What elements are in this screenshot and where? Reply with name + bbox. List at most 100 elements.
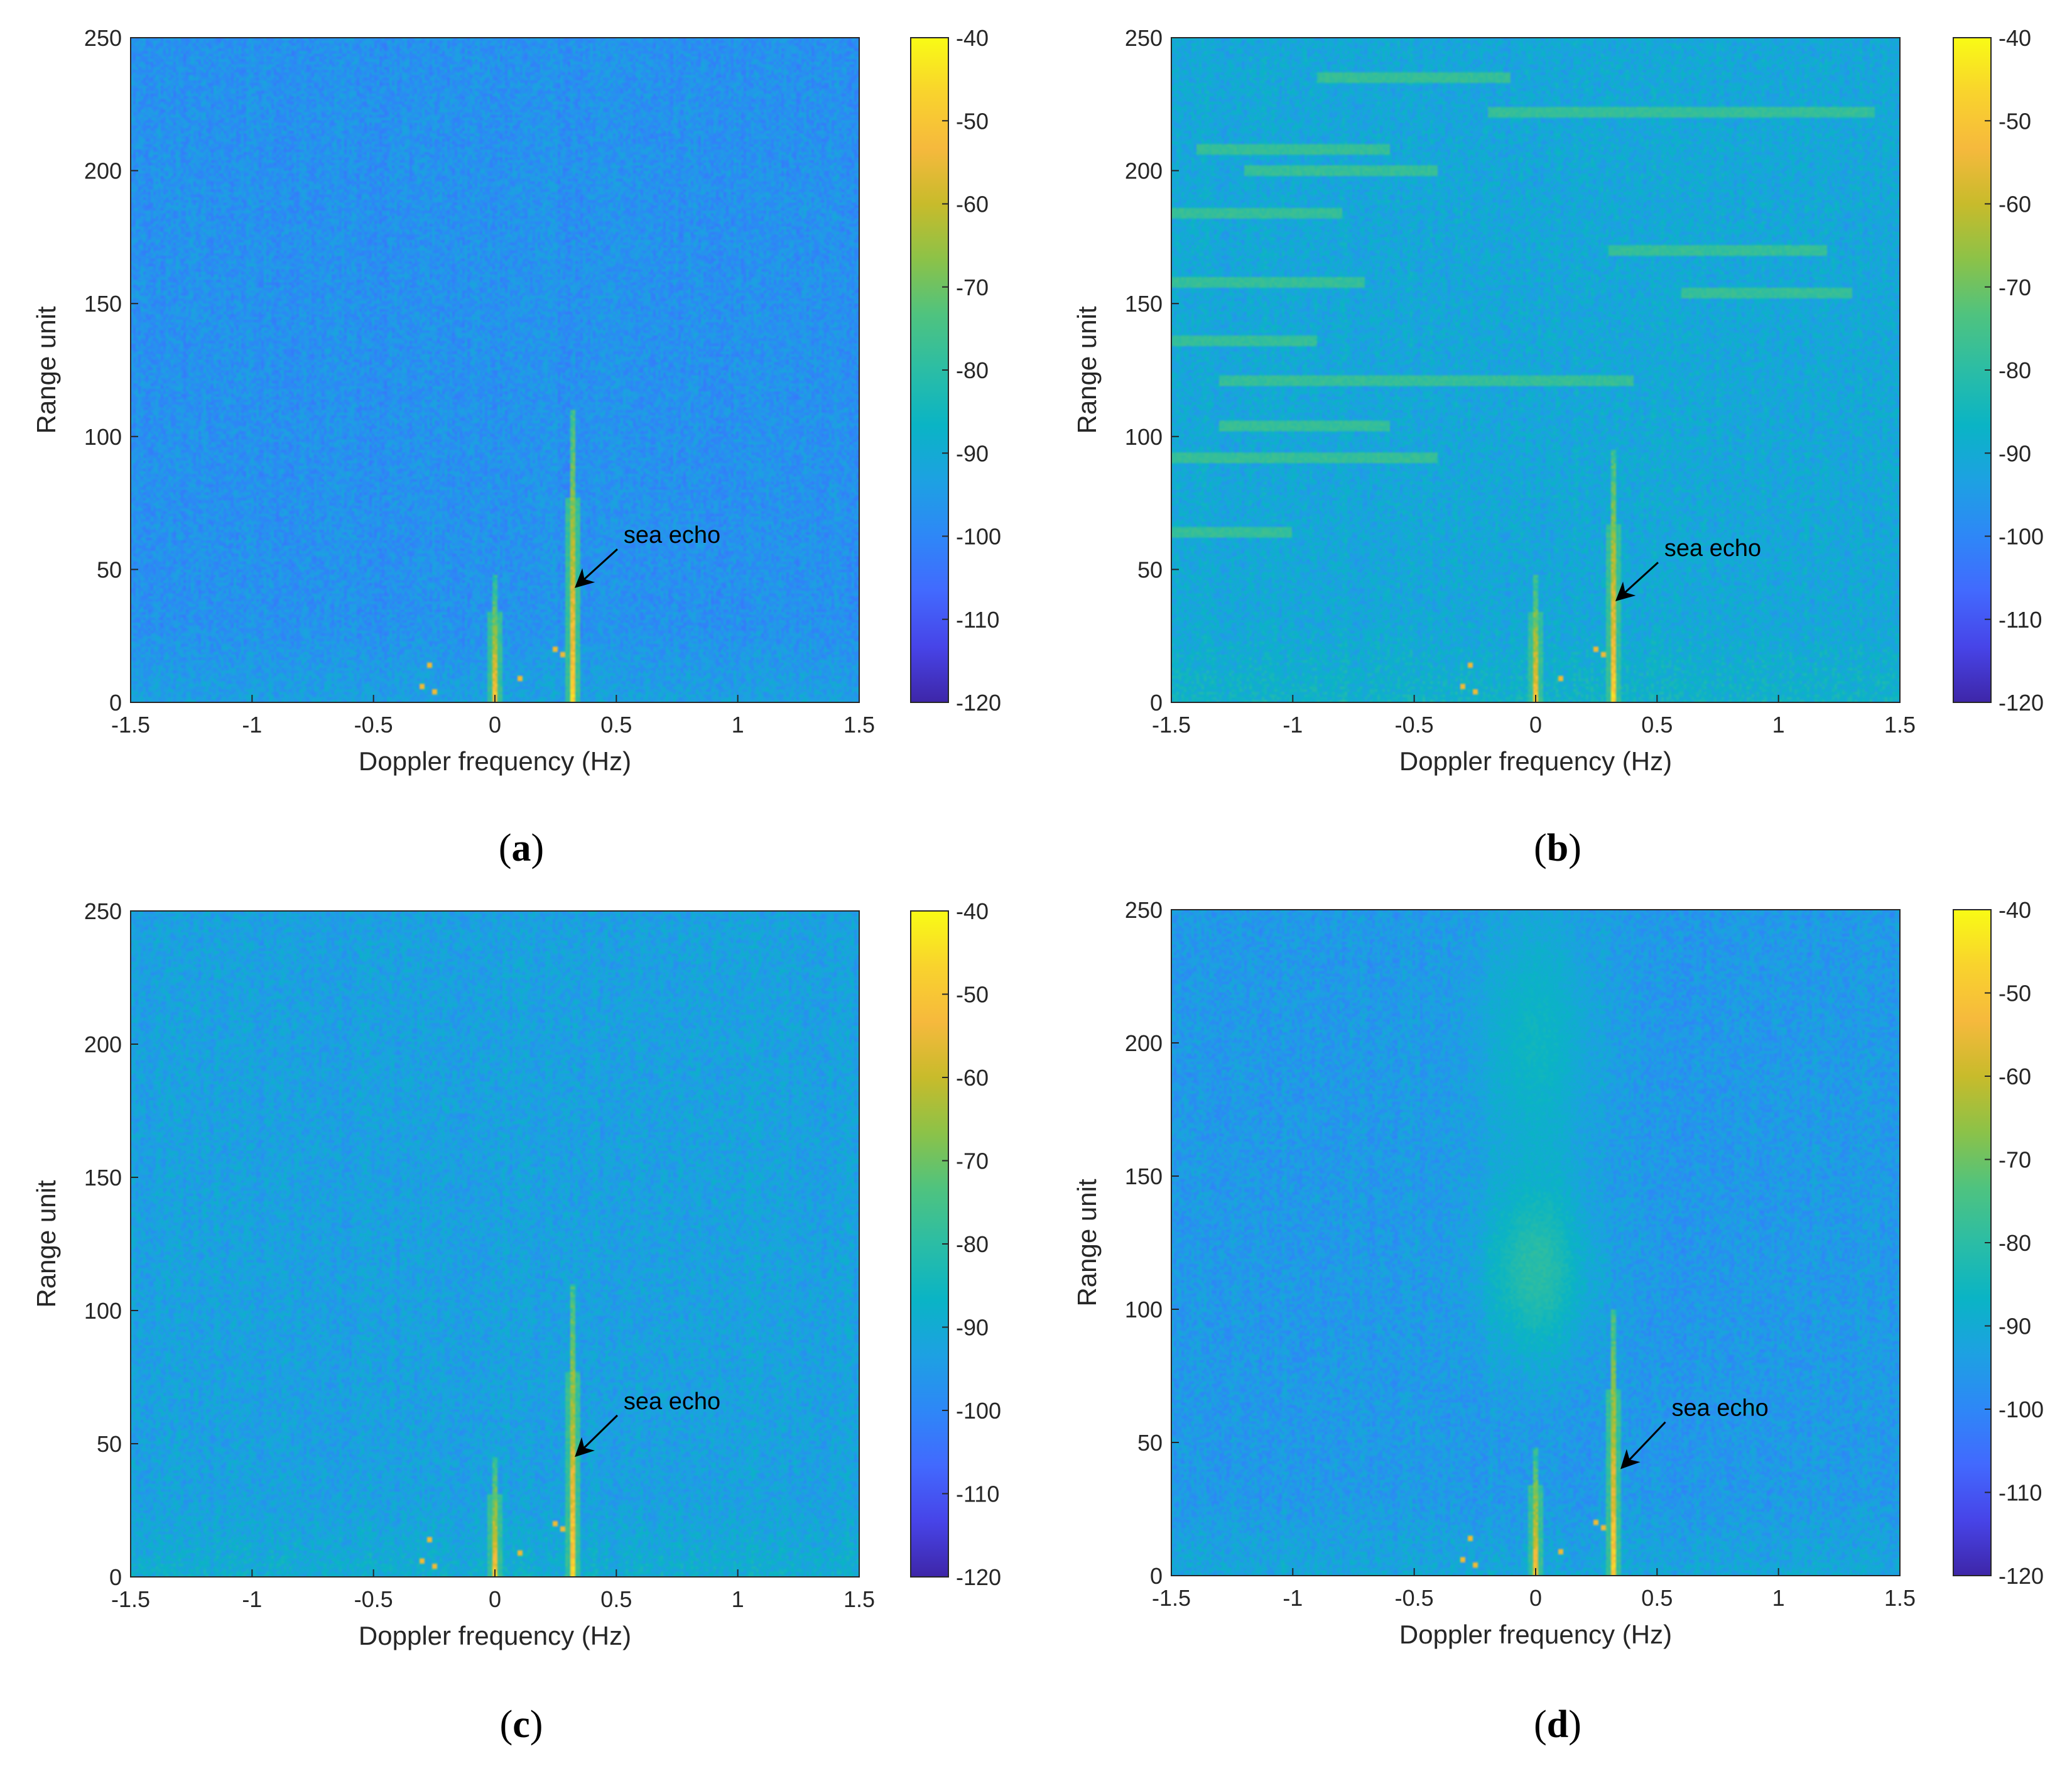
x-tick-label: -0.5 — [1395, 1585, 1434, 1611]
colorbar-tick-label: -80 — [956, 357, 989, 383]
y-axis-title: Range unit — [31, 306, 61, 433]
x-tick-label: 1.5 — [1884, 1585, 1916, 1611]
y-tick-label: 200 — [84, 158, 122, 184]
chart-panel-b: -1.5 -1 -0.5 0 0.5 1 1.5 0 50 100 150 200 250 Doppler… — [1072, 25, 2044, 869]
x-tick-label: -1.5 — [111, 712, 150, 738]
x-axis-title: Doppler frequency (Hz) — [1399, 746, 1672, 776]
colorbar-tick-label: -40 — [1999, 25, 2031, 51]
chart-panel-a: -1.5 -1 -0.5 0 0.5 1 1.5 0 50 100 150 200 250 Doppler… — [31, 25, 1001, 869]
panel-label-close: ) — [1568, 827, 1581, 869]
colorbar-tick-label: -50 — [956, 982, 989, 1008]
annotation-label: sea echo — [1664, 535, 1761, 562]
y-axis-title: Range unit — [1072, 306, 1102, 433]
x-tick-label: -1 — [242, 712, 262, 738]
colorbar-tick-label: -60 — [956, 1065, 989, 1091]
y-tick-label: 200 — [1125, 158, 1163, 184]
colorbar-tick-label: -40 — [956, 25, 989, 51]
y-tick-label: 150 — [84, 291, 122, 317]
x-tick-label: 0 — [489, 712, 501, 738]
panel-label-open: ( — [500, 1703, 513, 1746]
x-axis-title: Doppler frequency (Hz) — [359, 1621, 631, 1650]
y-tick-label: 150 — [1125, 291, 1163, 317]
colorbar-tick-label: -110 — [956, 1481, 999, 1507]
panel-label-open: ( — [1534, 1703, 1547, 1746]
y-tick-label: 50 — [1137, 1430, 1163, 1456]
panel-label: (c) — [500, 1703, 543, 1746]
colorbar-tick-label: -90 — [1999, 1314, 2031, 1339]
x-tick-label: -1 — [242, 1586, 262, 1612]
y-axis-title: Range unit — [31, 1180, 61, 1307]
colorbar-tick-label: -70 — [1999, 1147, 2031, 1173]
y-tick-label: 100 — [84, 1298, 122, 1324]
colorbar-tick-label: -90 — [956, 1315, 989, 1341]
y-tick-label: 250 — [84, 25, 122, 51]
annotation-arrow — [1620, 1421, 1666, 1469]
x-tick-label: 1 — [732, 712, 744, 738]
y-tick-label: 0 — [109, 690, 122, 716]
panel-label-open: ( — [1534, 827, 1547, 869]
colorbar-tick-label: -120 — [956, 690, 1001, 716]
colorbar-tick-label: -40 — [956, 898, 989, 924]
x-tick-label: -1.5 — [1152, 712, 1191, 738]
colorbar-tick-label: -100 — [1999, 524, 2044, 550]
y-tick-label: 50 — [97, 1431, 122, 1457]
colorbar-tick-label: -70 — [956, 275, 989, 300]
x-tick-label: 1 — [1772, 712, 1785, 738]
colorbar-tick-label: -110 — [956, 607, 999, 633]
colorbar-tick-label: -60 — [1999, 192, 2031, 217]
x-tick-label: 0.5 — [600, 712, 632, 738]
colorbar-tick-label: -40 — [1999, 897, 2031, 923]
panel-label-letter: a — [512, 827, 531, 869]
chart-panel-d: -1.5 -1 -0.5 0 0.5 1 1.5 0 50 100 150 200 250 Doppler… — [1072, 897, 2044, 1746]
x-tick-label: 0.5 — [1641, 712, 1673, 738]
y-tick-label: 250 — [84, 898, 122, 924]
colorbar-tick-label: -50 — [1999, 981, 2031, 1006]
panel-label-letter: c — [513, 1703, 530, 1746]
panel-label-close: ) — [530, 1703, 543, 1746]
colorbar-tick-label: -120 — [956, 1564, 1001, 1590]
colorbar-tick-label: -50 — [956, 108, 989, 134]
annotation-label: sea echo — [624, 1388, 720, 1415]
colorbar-tick-label: -120 — [1999, 690, 2044, 716]
x-tick-label: -0.5 — [354, 1586, 393, 1612]
colorbar-tick-label: -80 — [956, 1231, 989, 1257]
heatmap-image-a — [131, 38, 859, 702]
x-axis-title: Doppler frequency (Hz) — [359, 746, 631, 776]
x-tick-label: -1.5 — [111, 1586, 150, 1612]
colorbar-tick-label: -70 — [956, 1148, 989, 1174]
panel-label-letter: d — [1547, 1703, 1568, 1746]
heatmap-image-c — [131, 911, 859, 1577]
y-axis-title: Range unit — [1072, 1179, 1102, 1306]
annotation-arrow — [575, 1414, 618, 1458]
x-tick-label: 1.5 — [843, 712, 875, 738]
colorbar-tick-label: -80 — [1999, 357, 2031, 383]
panel-label-letter: b — [1547, 827, 1568, 869]
panel-label-close: ) — [531, 827, 545, 869]
colorbar-tick-label: -90 — [1999, 440, 2031, 466]
x-tick-label: 1.5 — [1884, 712, 1916, 738]
annotation-arrow — [575, 548, 618, 588]
y-tick-label: 200 — [84, 1032, 122, 1057]
y-tick-label: 150 — [1125, 1164, 1163, 1189]
x-tick-label: 0 — [1529, 712, 1542, 738]
colorbar-tick-label: -90 — [956, 440, 989, 466]
colorbar-tick-label: -50 — [1999, 108, 2031, 134]
x-tick-label: 0.5 — [600, 1586, 632, 1612]
colorbar-tick-label: -70 — [1999, 275, 2031, 300]
y-tick-label: 200 — [1125, 1030, 1163, 1056]
y-tick-label: 250 — [1125, 25, 1163, 51]
y-tick-label: 0 — [109, 1564, 122, 1590]
x-tick-label: -1 — [1283, 712, 1303, 738]
y-tick-label: 100 — [1125, 424, 1163, 450]
x-tick-label: 0 — [489, 1586, 501, 1612]
y-tick-label: 150 — [84, 1165, 122, 1191]
y-tick-label: 0 — [1150, 690, 1163, 716]
x-tick-label: 0.5 — [1641, 1585, 1673, 1611]
colorbar-tick-label: -120 — [1999, 1563, 2044, 1589]
y-tick-label: 0 — [1150, 1563, 1163, 1589]
x-tick-label: -0.5 — [1395, 712, 1434, 738]
annotation-label: sea echo — [624, 522, 720, 548]
annotation-label: sea echo — [1672, 1395, 1769, 1422]
colorbar-tick-label: -80 — [1999, 1230, 2031, 1256]
colorbar-tick-label: -60 — [956, 192, 989, 217]
